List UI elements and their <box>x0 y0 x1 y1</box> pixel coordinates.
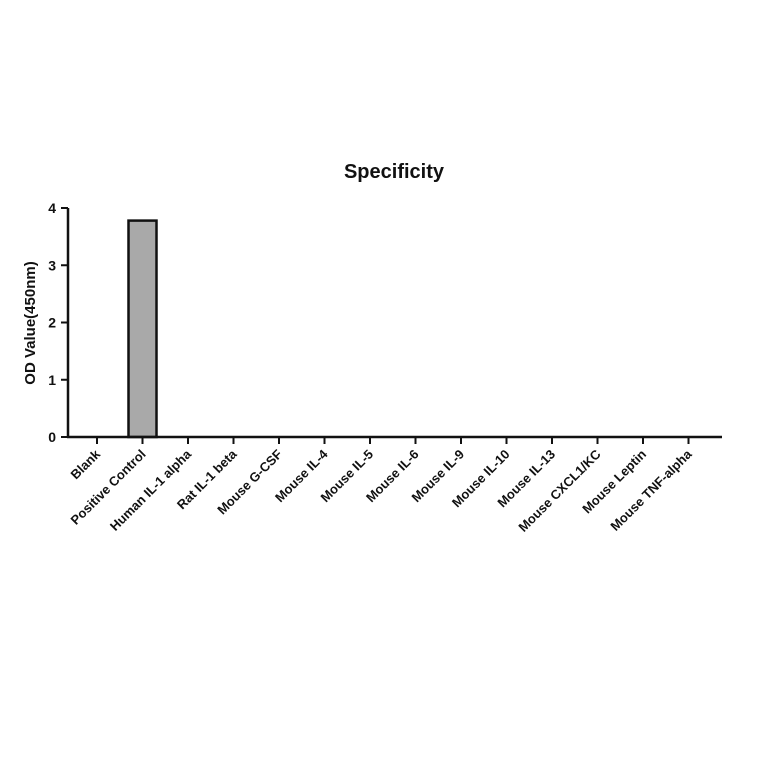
bar-positive-control <box>127 219 158 439</box>
y-tick-label: 1 <box>48 372 56 388</box>
x-tick-label-human-il-1-alpha: Human IL-1 alpha <box>107 446 195 534</box>
y-tick-label: 2 <box>48 315 56 331</box>
chart-title: Specificity <box>344 161 445 183</box>
bars-layer <box>127 219 158 439</box>
x-tick-label-blank: Blank <box>67 446 103 482</box>
x-tick-label-mouse-cxcl1-kc: Mouse CXCL1/KC <box>515 446 604 535</box>
y-tick-label: 0 <box>48 429 56 445</box>
y-axis-label: OD Value(450nm) <box>22 261 39 384</box>
y-ticks: 0 1 2 3 4 <box>48 200 68 445</box>
axes-layer <box>66 208 722 439</box>
y-tick-label: 4 <box>48 200 56 216</box>
x-tick-label-mouse-tnf-alpha: Mouse TNF-alpha <box>607 446 695 534</box>
y-tick-label: 3 <box>48 257 56 273</box>
